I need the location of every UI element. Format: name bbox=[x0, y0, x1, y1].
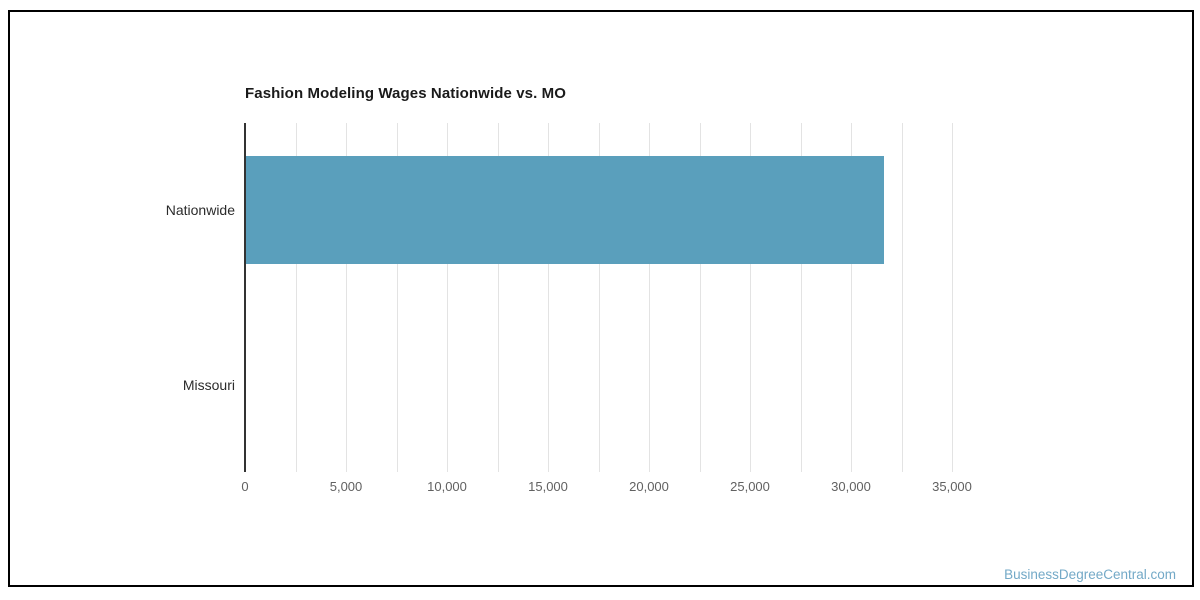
x-tick-label: 10,000 bbox=[427, 479, 467, 494]
x-gridline bbox=[497, 123, 499, 472]
y-axis-line bbox=[244, 123, 246, 472]
x-tick-label: 25,000 bbox=[730, 479, 770, 494]
x-gridline bbox=[598, 123, 600, 472]
x-tick-label: 35,000 bbox=[932, 479, 972, 494]
chart-title: Fashion Modeling Wages Nationwide vs. MO bbox=[245, 85, 566, 102]
chart-border-frame bbox=[8, 10, 1194, 587]
x-gridline bbox=[952, 123, 953, 472]
x-gridline bbox=[346, 123, 347, 472]
bar-nationwide bbox=[246, 156, 885, 265]
x-tick-label: 5,000 bbox=[329, 479, 363, 494]
x-gridline bbox=[649, 123, 650, 472]
category-label-missouri: Missouri bbox=[182, 376, 235, 393]
x-gridline bbox=[447, 123, 448, 472]
x-gridline bbox=[851, 123, 852, 472]
x-tick-label: 20,000 bbox=[629, 479, 669, 494]
x-tick-label: 0 bbox=[241, 479, 249, 494]
x-tick-label: 30,000 bbox=[831, 479, 871, 494]
x-gridline bbox=[699, 123, 701, 472]
x-gridline bbox=[295, 123, 297, 472]
x-gridline bbox=[396, 123, 398, 472]
watermark-text: BusinessDegreeCentral.com bbox=[1004, 567, 1176, 582]
plot-area: 0 5,000 10,000 15,000 20,000 25,000 30,000 35,0… bbox=[166, 123, 1000, 494]
category-label-nationwide: Nationwide bbox=[165, 202, 235, 219]
x-tick-label: 15,000 bbox=[528, 479, 568, 494]
x-gridline bbox=[901, 123, 903, 472]
x-gridline bbox=[800, 123, 802, 472]
x-gridline bbox=[750, 123, 751, 472]
x-gridline bbox=[548, 123, 549, 472]
